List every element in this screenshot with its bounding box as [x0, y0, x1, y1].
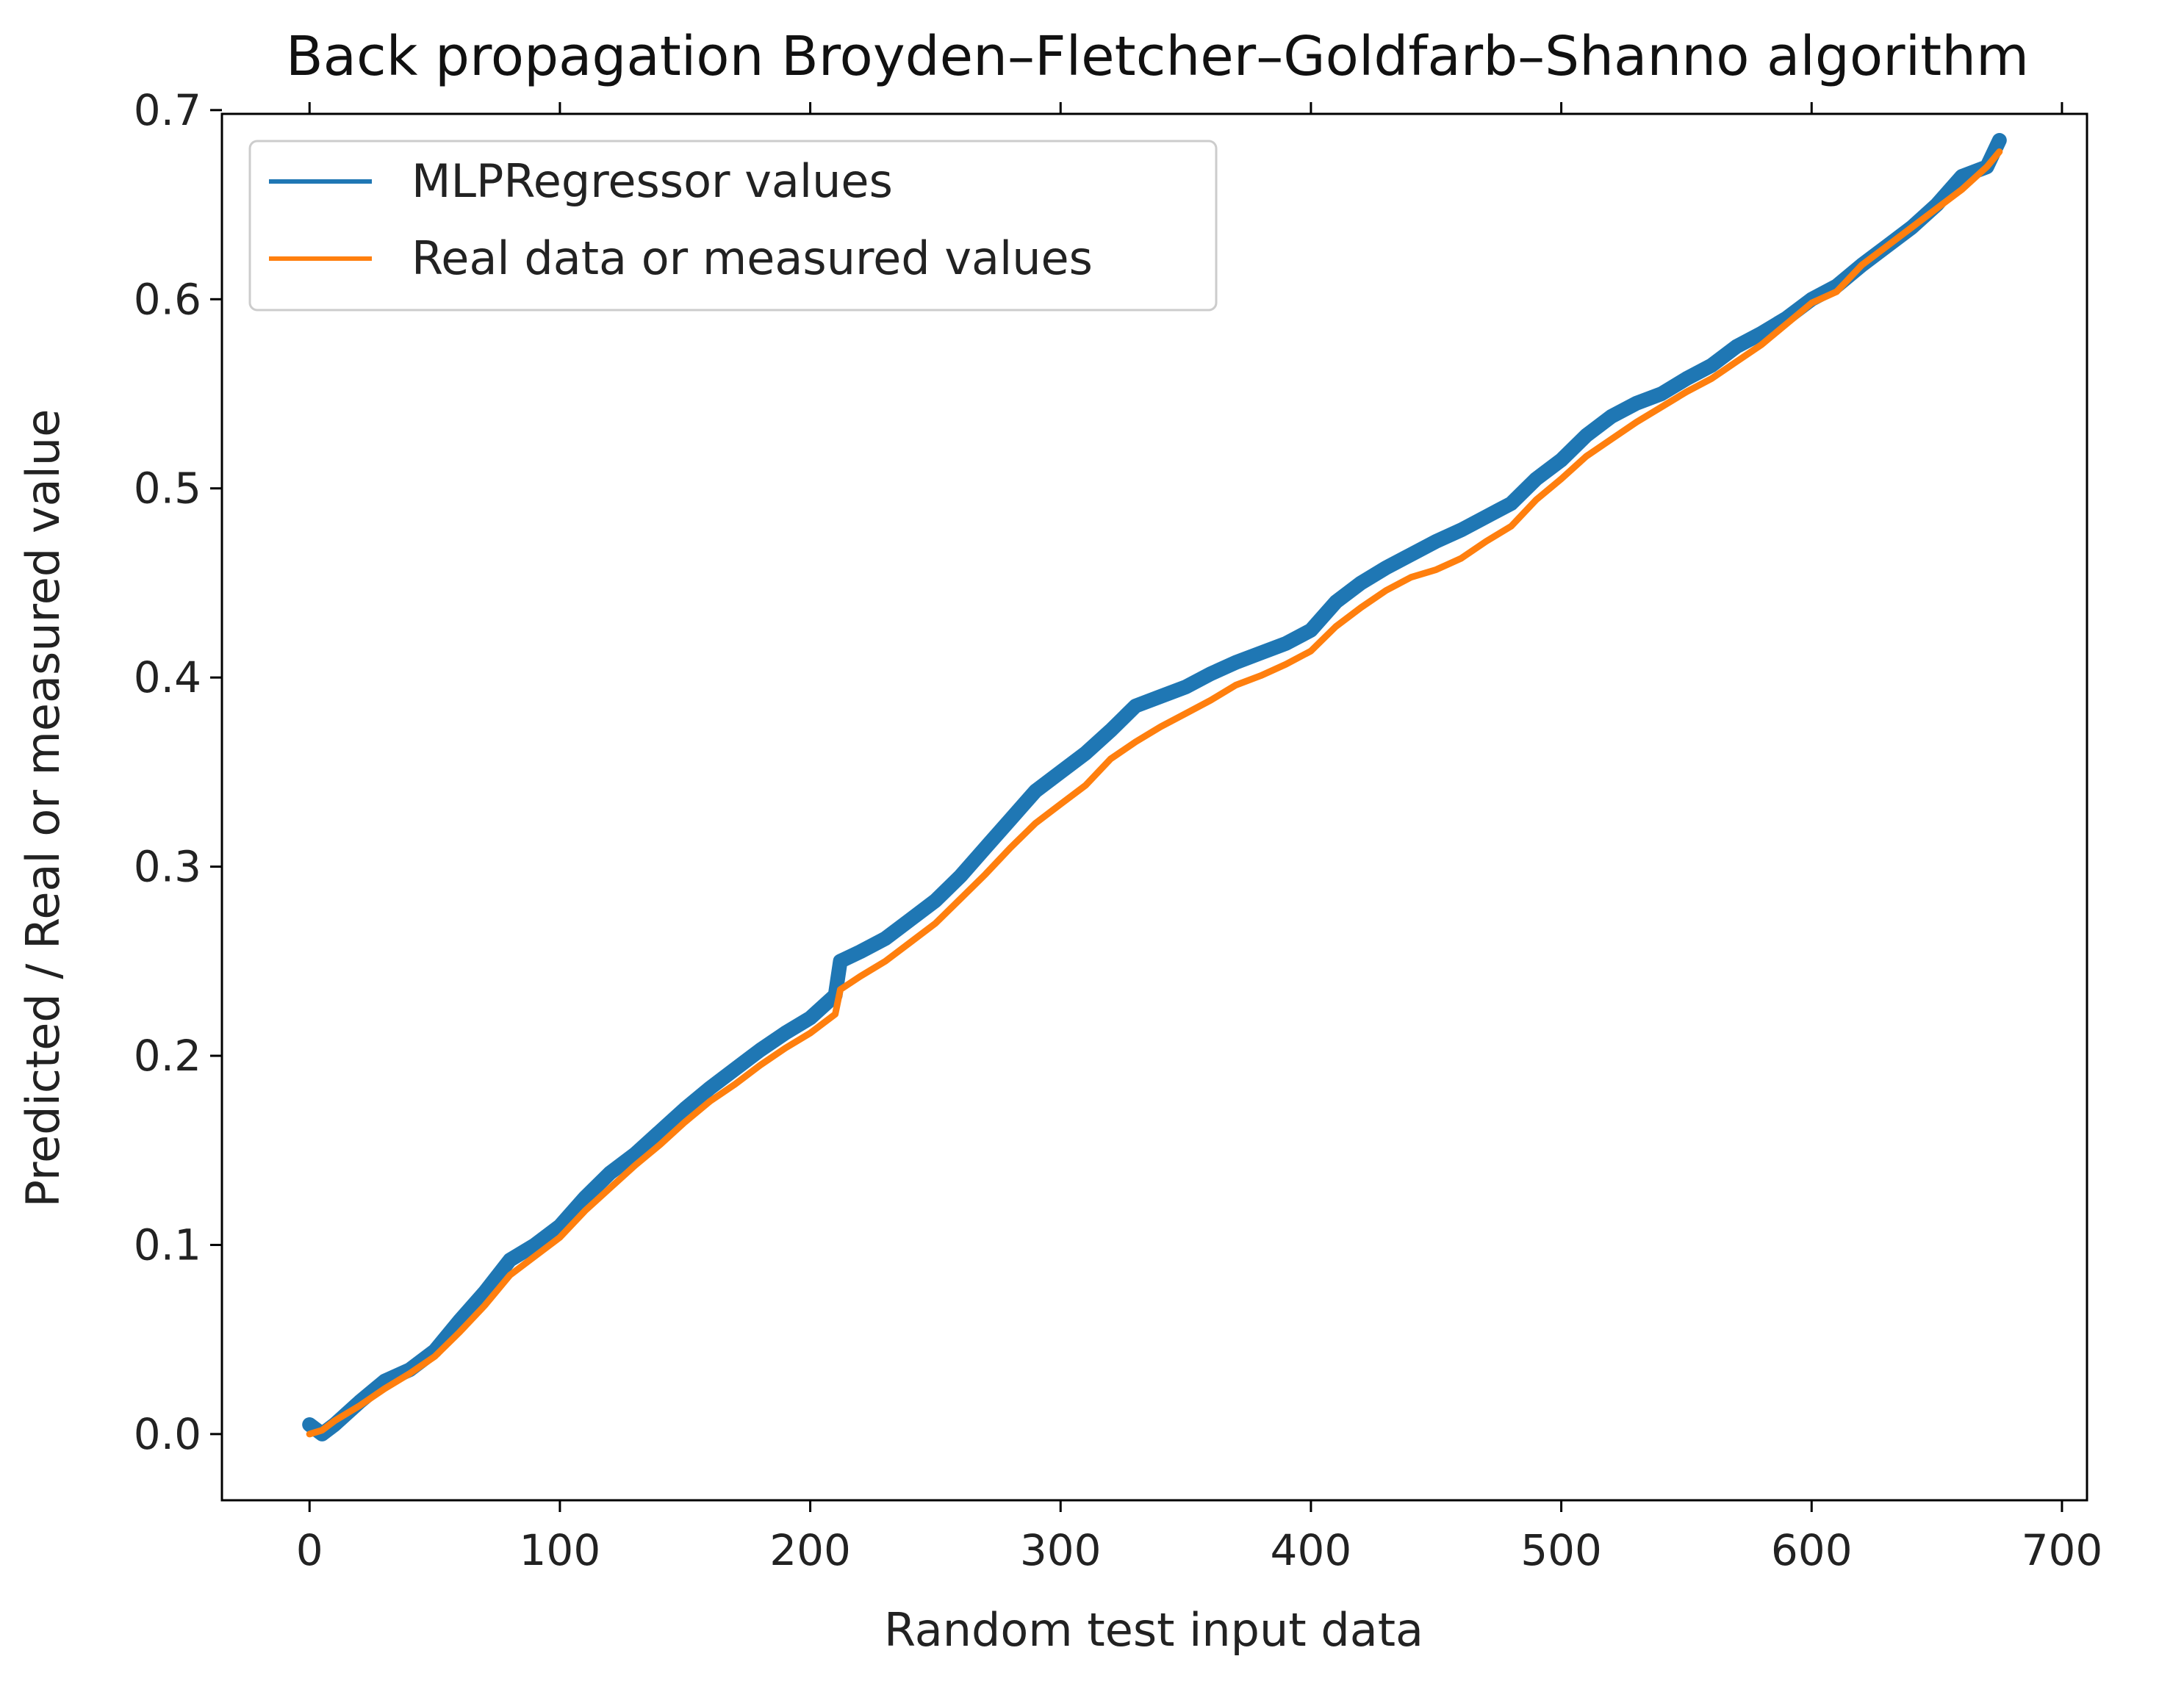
x-tick-label: 200: [769, 1525, 851, 1575]
legend-label-mlpregressor: MLPRegressor values: [412, 154, 893, 208]
y-tick-label: 0.5: [134, 464, 201, 514]
y-tick-label: 0.4: [134, 652, 201, 702]
legend: MLPRegressor values Real data or measure…: [248, 140, 1218, 312]
x-axis: 0 100 200 300 400 500 600 700: [296, 1500, 2103, 1575]
plot-frame: [220, 112, 2088, 1502]
y-tick-label: 0.3: [134, 842, 201, 892]
x-tick-label: 300: [1020, 1525, 1102, 1575]
x-tick-label: 700: [2022, 1525, 2103, 1575]
y-axis-label: Predicted / Real or measured value: [16, 409, 70, 1208]
series-layer: [302, 133, 2007, 1441]
x-tick-label: 0: [296, 1525, 323, 1575]
x-tick-label: 400: [1271, 1525, 1352, 1575]
x-tick-label: 100: [520, 1525, 601, 1575]
series-line-mlpregressor: [302, 133, 2007, 1441]
y-tick-label: 0.0: [134, 1409, 201, 1459]
top-axis-ticks: [308, 102, 2063, 114]
x-axis-label: Random test input data: [884, 1603, 1423, 1657]
y-tick-label: 0.2: [134, 1031, 201, 1081]
series-line-real-data: [306, 148, 2003, 1438]
chart-title: Back propagation Broyden–Fletcher–Goldfa…: [286, 25, 2029, 88]
x-tick-label: 500: [1520, 1525, 1602, 1575]
x-tick-label: 600: [1771, 1525, 1853, 1575]
legend-box: [248, 140, 1218, 312]
y-tick-label: 0.1: [134, 1220, 201, 1270]
legend-label-real-data: Real data or measured values: [412, 231, 1093, 285]
y-tick-label: 0.7: [134, 85, 201, 135]
y-tick-label: 0.6: [134, 274, 201, 324]
y-axis: 0.0 0.1 0.2 0.3 0.4 0.5 0.6 0.7: [134, 85, 222, 1459]
